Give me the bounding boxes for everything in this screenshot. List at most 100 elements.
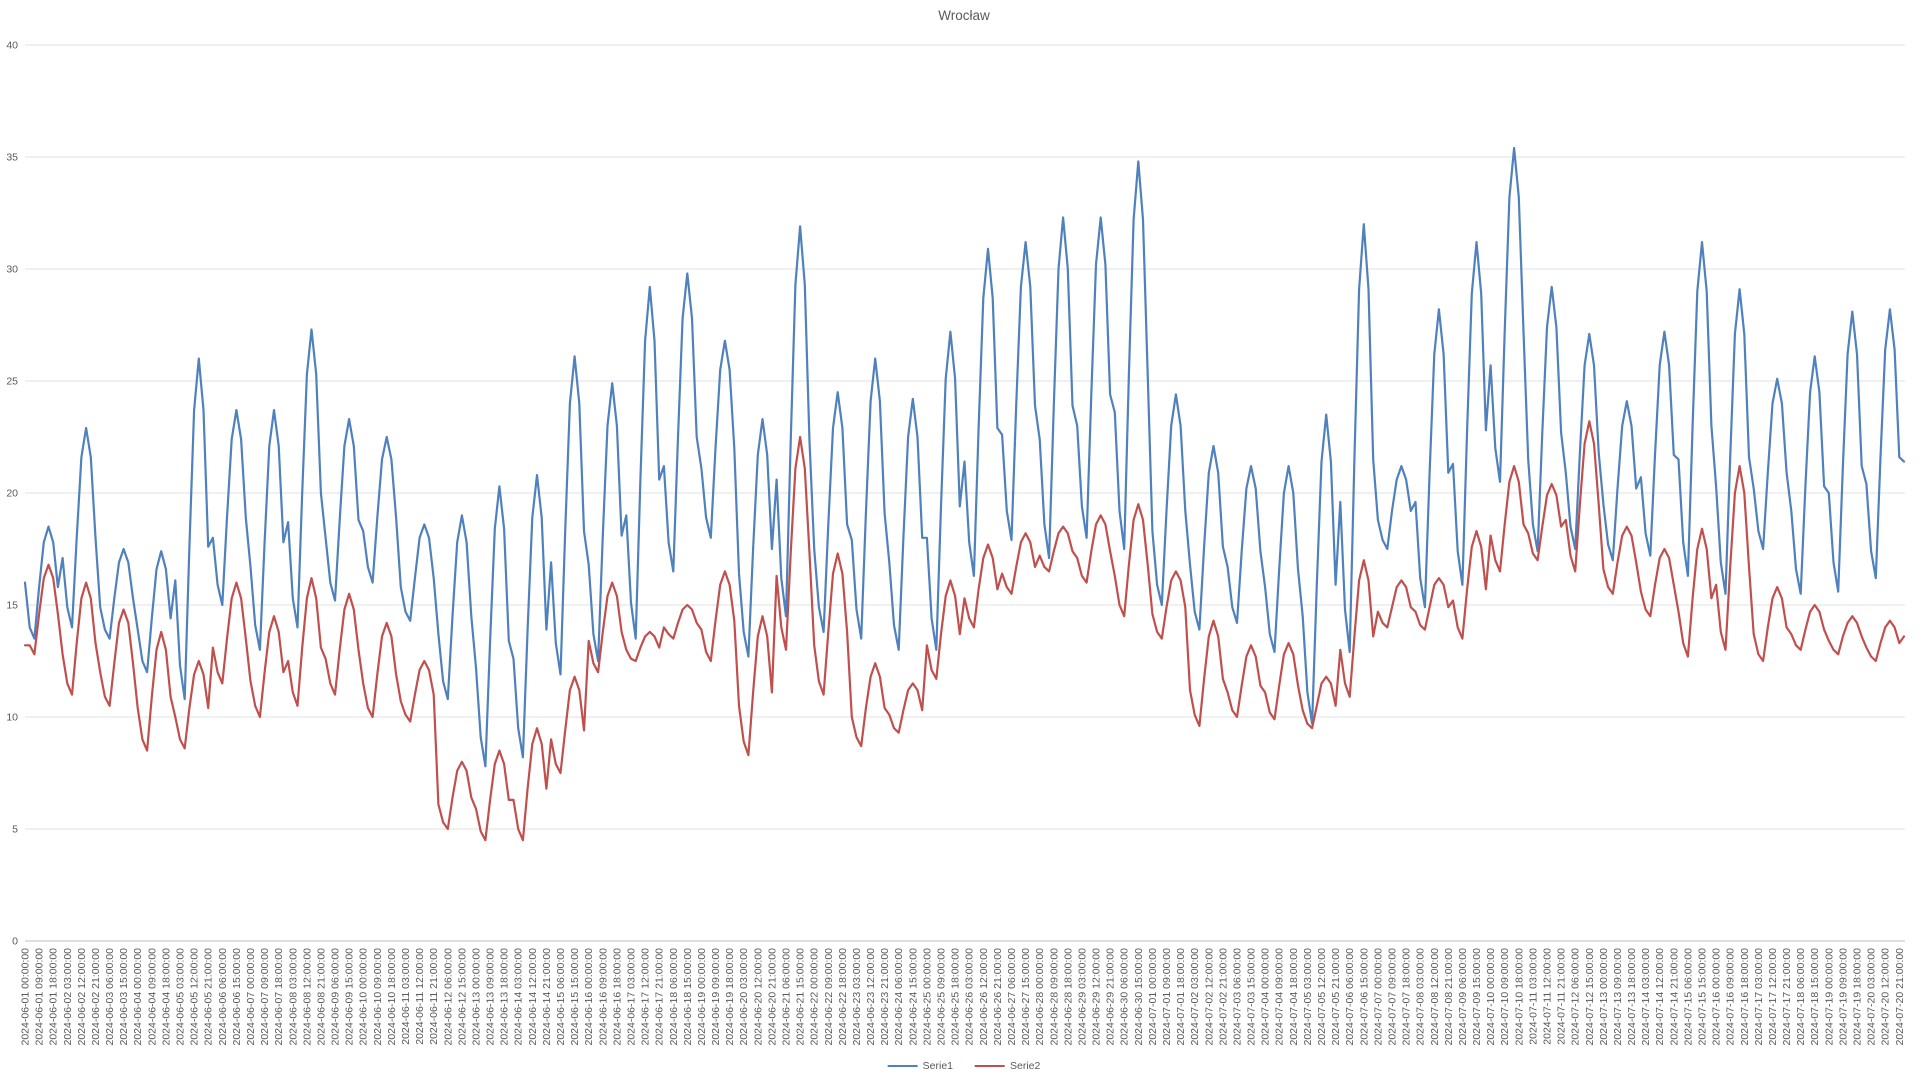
serie1-line-swatch-icon bbox=[887, 1065, 918, 1067]
x-tick-label: 2024-07-20 21:00:00 bbox=[1894, 948, 1906, 1046]
x-tick-label: 2024-06-14 21:00:00 bbox=[541, 948, 553, 1046]
x-tick-label: 2024-07-01 00:00:00 bbox=[1147, 948, 1159, 1046]
x-tick-label: 2024-06-08 03:00:00 bbox=[287, 948, 299, 1046]
x-tick-label: 2024-06-29 21:00:00 bbox=[1105, 948, 1117, 1046]
x-tick-label: 2024-07-15 06:00:00 bbox=[1682, 948, 1694, 1046]
x-tick-label: 2024-06-20 03:00:00 bbox=[738, 948, 750, 1046]
x-tick-label: 2024-07-02 12:00:00 bbox=[1203, 948, 1215, 1046]
x-tick-label: 2024-07-08 12:00:00 bbox=[1429, 948, 1441, 1046]
x-tick-label: 2024-07-09 15:00:00 bbox=[1471, 948, 1483, 1046]
x-tick-label: 2024-06-18 06:00:00 bbox=[668, 948, 680, 1046]
x-tick-label: 2024-07-13 18:00:00 bbox=[1626, 948, 1638, 1046]
x-tick-label: 2024-06-12 06:00:00 bbox=[442, 948, 454, 1046]
x-tick-label: 2024-07-19 09:00:00 bbox=[1837, 948, 1849, 1046]
y-tick-label: 35 bbox=[6, 152, 18, 164]
x-tick-label: 2024-07-19 00:00:00 bbox=[1823, 948, 1835, 1046]
x-tick-label: 2024-06-26 03:00:00 bbox=[964, 948, 976, 1046]
x-tick-label: 2024-07-04 09:00:00 bbox=[1274, 948, 1286, 1046]
x-tick-label: 2024-07-14 21:00:00 bbox=[1668, 948, 1680, 1046]
x-tick-label: 2024-07-16 00:00:00 bbox=[1711, 948, 1723, 1046]
chart-title: Wrocław bbox=[938, 8, 990, 23]
y-tick-label: 10 bbox=[6, 712, 18, 724]
x-tick-label: 2024-06-04 18:00:00 bbox=[160, 948, 172, 1046]
x-tick-label: 2024-06-15 06:00:00 bbox=[555, 948, 567, 1046]
x-tick-label: 2024-06-24 06:00:00 bbox=[893, 948, 905, 1046]
x-tick-label: 2024-07-09 06:00:00 bbox=[1457, 948, 1469, 1046]
x-tick-label: 2024-06-11 21:00:00 bbox=[428, 948, 440, 1045]
x-tick-label: 2024-07-02 03:00:00 bbox=[1189, 948, 1201, 1046]
x-tick-label: 2024-06-10 09:00:00 bbox=[372, 948, 384, 1046]
x-tick-label: 2024-06-17 03:00:00 bbox=[625, 948, 637, 1046]
legend-item-serie1: Serie1 bbox=[887, 1060, 953, 1072]
x-tick-label: 2024-07-10 00:00:00 bbox=[1485, 948, 1497, 1046]
serie2-line-swatch-icon bbox=[975, 1065, 1005, 1067]
x-tick-label: 2024-06-08 21:00:00 bbox=[315, 948, 327, 1046]
x-tick-label: 2024-06-06 15:00:00 bbox=[231, 948, 243, 1046]
x-tick-label: 2024-06-01 18:00:00 bbox=[48, 948, 60, 1046]
x-tick-label: 2024-07-10 18:00:00 bbox=[1513, 948, 1525, 1046]
x-tick-label: 2024-06-14 03:00:00 bbox=[513, 948, 525, 1046]
x-tick-label: 2024-06-12 15:00:00 bbox=[456, 948, 468, 1046]
x-tick-label: 2024-06-11 12:00:00 bbox=[414, 948, 426, 1045]
x-tick-label: 2024-06-07 18:00:00 bbox=[273, 948, 285, 1046]
x-tick-label: 2024-06-06 06:00:00 bbox=[217, 948, 229, 1046]
x-tick-label: 2024-07-18 15:00:00 bbox=[1809, 948, 1821, 1046]
x-tick-label: 2024-06-07 09:00:00 bbox=[259, 948, 271, 1046]
x-tick-label: 2024-06-28 18:00:00 bbox=[1062, 948, 1074, 1046]
x-tick-label: 2024-06-01 09:00:00 bbox=[34, 948, 46, 1046]
series-line-serie2 bbox=[23, 420, 1906, 842]
x-tick-label: 2024-06-15 15:00:00 bbox=[569, 948, 581, 1046]
x-tick-label: 2024-07-05 12:00:00 bbox=[1316, 948, 1328, 1046]
x-tick-label: 2024-06-19 00:00:00 bbox=[696, 948, 708, 1046]
x-tick-label: 2024-07-15 15:00:00 bbox=[1697, 948, 1709, 1046]
x-tick-label: 2024-07-11 21:00:00 bbox=[1556, 948, 1568, 1045]
x-tick-label: 2024-06-05 03:00:00 bbox=[175, 948, 187, 1046]
x-tick-label: 2024-06-14 12:00:00 bbox=[527, 948, 539, 1046]
x-tick-label: 2024-07-04 18:00:00 bbox=[1288, 948, 1300, 1046]
x-tick-label: 2024-06-23 03:00:00 bbox=[851, 948, 863, 1046]
y-tick-label: 30 bbox=[6, 264, 18, 276]
x-tick-label: 2024-07-20 12:00:00 bbox=[1880, 948, 1892, 1046]
x-tick-label: 2024-06-09 15:00:00 bbox=[344, 948, 356, 1046]
x-tick-label: 2024-06-29 03:00:00 bbox=[1076, 948, 1088, 1046]
x-tick-label: 2024-06-22 18:00:00 bbox=[837, 948, 849, 1046]
x-tick-label: 2024-07-11 12:00:00 bbox=[1541, 948, 1553, 1045]
x-tick-label: 2024-07-17 12:00:00 bbox=[1767, 948, 1779, 1046]
x-tick-label: 2024-07-04 00:00:00 bbox=[1260, 948, 1272, 1046]
x-tick-label: 2024-07-12 06:00:00 bbox=[1570, 948, 1582, 1046]
x-tick-label: 2024-06-11 03:00:00 bbox=[400, 948, 412, 1045]
x-tick-label: 2024-06-09 06:00:00 bbox=[330, 948, 342, 1046]
x-tick-label: 2024-07-10 09:00:00 bbox=[1499, 948, 1511, 1046]
x-tick-label: 2024-06-17 12:00:00 bbox=[640, 948, 652, 1046]
x-tick-label: 2024-06-26 12:00:00 bbox=[978, 948, 990, 1046]
legend-label-serie1: Serie1 bbox=[922, 1060, 953, 1072]
x-tick-label: 2024-07-07 00:00:00 bbox=[1372, 948, 1384, 1046]
x-tick-label: 2024-06-20 12:00:00 bbox=[752, 948, 764, 1046]
x-tick-label: 2024-06-24 15:00:00 bbox=[907, 948, 919, 1046]
x-tick-label: 2024-07-13 00:00:00 bbox=[1598, 948, 1610, 1046]
x-tick-label: 2024-07-17 03:00:00 bbox=[1753, 948, 1765, 1046]
x-tick-label: 2024-06-23 12:00:00 bbox=[865, 948, 877, 1046]
x-tick-label: 2024-06-04 00:00:00 bbox=[132, 948, 144, 1046]
x-tick-label: 2024-06-13 00:00:00 bbox=[470, 948, 482, 1046]
x-tick-label: 2024-06-13 09:00:00 bbox=[485, 948, 497, 1046]
x-tick-label: 2024-06-07 00:00:00 bbox=[245, 948, 257, 1046]
x-tick-label: 2024-07-12 15:00:00 bbox=[1584, 948, 1596, 1046]
y-tick-label: 40 bbox=[6, 40, 18, 52]
x-tick-label: 2024-06-03 06:00:00 bbox=[104, 948, 116, 1046]
x-tick-label: 2024-06-23 21:00:00 bbox=[879, 948, 891, 1046]
x-tick-label: 2024-06-19 18:00:00 bbox=[724, 948, 736, 1046]
x-tick-label: 2024-06-25 09:00:00 bbox=[936, 948, 948, 1046]
x-tick-label: 2024-06-25 18:00:00 bbox=[950, 948, 962, 1046]
x-tick-label: 2024-06-04 09:00:00 bbox=[146, 948, 158, 1046]
x-tick-label: 2024-07-03 15:00:00 bbox=[1246, 948, 1258, 1046]
x-tick-label: 2024-06-21 15:00:00 bbox=[795, 948, 807, 1046]
x-tick-label: 2024-07-06 06:00:00 bbox=[1344, 948, 1356, 1046]
x-tick-label: 2024-07-13 09:00:00 bbox=[1612, 948, 1624, 1046]
x-tick-label: 2024-06-05 12:00:00 bbox=[189, 948, 201, 1046]
x-tick-label: 2024-06-30 06:00:00 bbox=[1119, 948, 1131, 1046]
x-tick-label: 2024-06-05 21:00:00 bbox=[203, 948, 215, 1046]
x-tick-label: 2024-06-02 21:00:00 bbox=[90, 948, 102, 1046]
x-tick-label: 2024-06-08 12:00:00 bbox=[301, 948, 313, 1046]
